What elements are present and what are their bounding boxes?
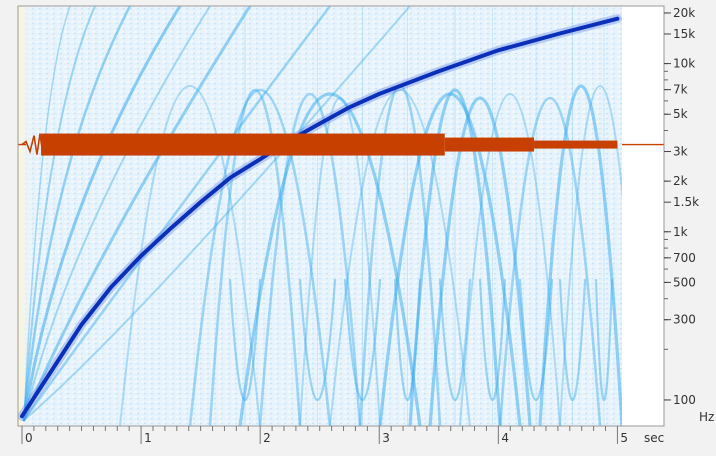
x-axis-label: sec <box>644 431 664 445</box>
harmonic-arc <box>258 93 362 426</box>
x-tick-label: 5 <box>620 431 628 445</box>
harmonic-arc <box>393 278 422 401</box>
sweep-series <box>20 16 620 419</box>
x-tick-label: 0 <box>25 431 33 445</box>
y-tick-label: 15k <box>673 27 695 41</box>
tone-series <box>534 140 618 149</box>
x-tick-label: 2 <box>263 431 271 445</box>
y-tick-label: 2k <box>673 174 688 188</box>
y-tick-label: 20k <box>673 6 695 20</box>
harmonic-arc <box>428 96 532 426</box>
harmonic-arc <box>23 6 411 421</box>
y-tick-label: 100 <box>673 393 696 407</box>
y-axis-label: Hz <box>699 410 714 424</box>
chart-marks <box>18 14 622 421</box>
y-tick-label: 10k <box>673 57 695 71</box>
harmonic-arc <box>438 278 472 401</box>
y-tick-label: 300 <box>673 313 696 327</box>
harmonic-arc <box>478 278 507 401</box>
harmonic-arc <box>378 92 522 426</box>
right-margin <box>622 6 664 426</box>
harmonic-arc <box>343 278 382 401</box>
harmonic-arc <box>408 88 502 426</box>
aliased-harmonics <box>22 6 622 426</box>
x-axis: 0 1 2 3 4 5 <box>18 425 664 445</box>
y-tick-label: 700 <box>673 251 696 265</box>
plot-left-glow <box>18 6 36 426</box>
y-tick-label: 3k <box>673 145 688 159</box>
harmonic-arc <box>518 278 554 401</box>
tone-series <box>444 137 535 152</box>
harmonic-arc <box>238 92 422 426</box>
harmonic-arc <box>299 97 381 426</box>
y-axis: 20k 15k 10k 7k 5k 3k 2k 1.5k 1k 700 500 300 100 <box>664 6 699 407</box>
harmonic-arc <box>23 6 96 421</box>
harmonic-arc <box>329 89 471 426</box>
harmonic-arc <box>538 84 622 426</box>
harmonic-arc <box>208 89 302 426</box>
harmonic-arc <box>459 93 561 426</box>
harmonic-arc <box>558 278 587 401</box>
x-tick-label: 1 <box>144 431 152 445</box>
y-tick-label: 1k <box>673 225 688 239</box>
y-tick-label: 1.5k <box>673 195 699 209</box>
harmonic-arc <box>228 278 262 401</box>
harmonic-arc <box>22 6 182 422</box>
harmonic-arc <box>22 6 132 422</box>
plot-texture <box>18 6 622 426</box>
harmonic-arc <box>22 6 252 422</box>
harmonic-arc <box>188 89 332 426</box>
x-tick-label: 3 <box>382 431 390 445</box>
y-tick-label: 500 <box>673 275 696 289</box>
tone-onset <box>21 133 44 156</box>
tone-series <box>41 133 445 156</box>
harmonic-arc <box>594 278 614 401</box>
y-tick-label: 5k <box>673 107 688 121</box>
y-tick-label: 7k <box>673 83 688 97</box>
harmonic-arc <box>22 6 332 422</box>
harmonic-arc <box>298 278 337 401</box>
harmonic-arc <box>23 6 211 421</box>
harmonic-arc <box>559 85 622 426</box>
x-tick-label: 4 <box>501 431 509 445</box>
